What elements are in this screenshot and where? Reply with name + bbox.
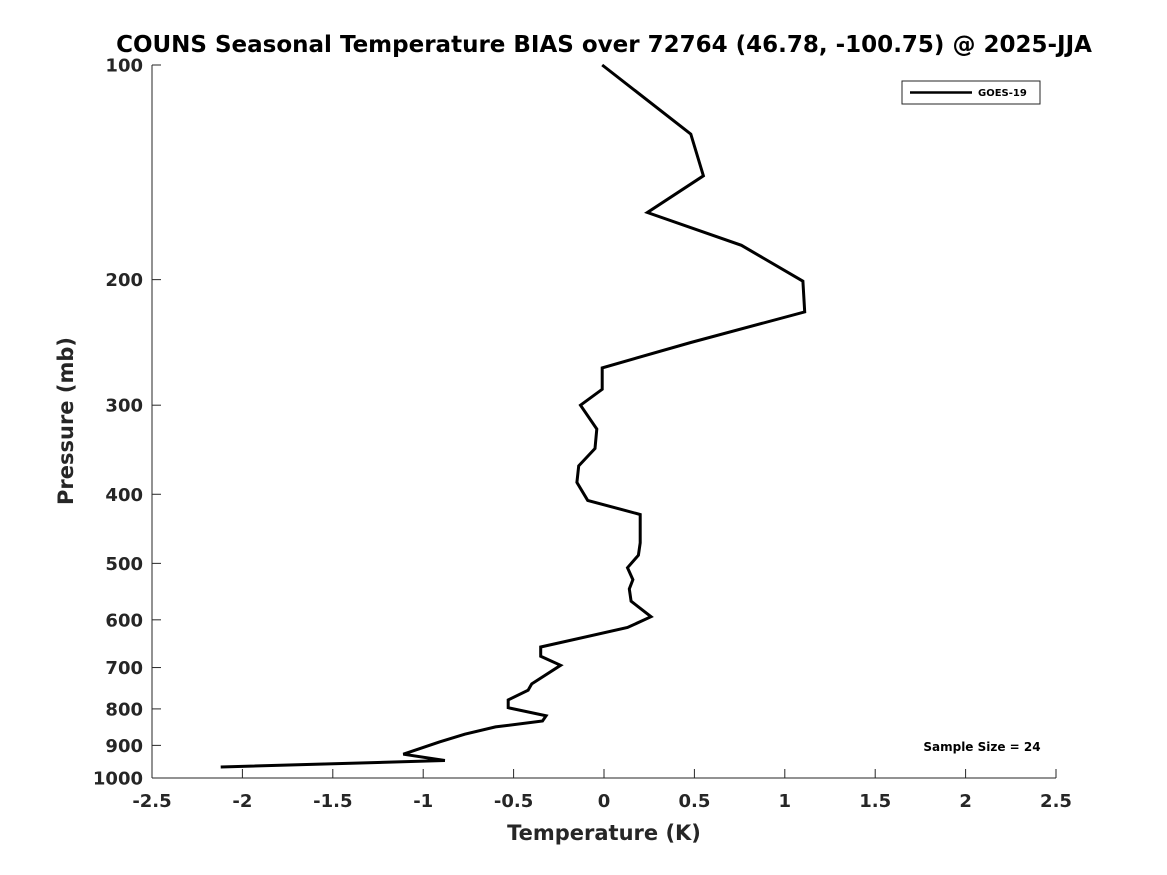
x-tick-label: 1 [779,791,792,812]
y-tick-label: 200 [105,270,143,291]
y-tick-label: 1000 [93,769,143,790]
x-ticks: -2.5 -2 -1.5 -1 -0.5 0 0.5 1 1.5 2 2.5 [132,769,1072,812]
x-tick-label: -0.5 [494,791,533,812]
x-tick-label: 2 [959,791,972,812]
y-tick-label: 900 [105,736,143,757]
x-tick-label: 1.5 [859,791,891,812]
x-tick-label: -1.5 [313,791,352,812]
y-tick-label: 500 [105,554,143,575]
y-tick-label: 600 [105,610,143,631]
x-tick-label: -2.5 [132,791,171,812]
series-line-goes-19 [220,63,807,769]
y-tick-label: 300 [105,396,143,417]
x-axis-label: Temperature (K) [507,821,701,845]
x-tick-label: -2 [232,791,252,812]
legend: GOES-19 [901,80,1041,105]
chart-title: COUNS Seasonal Temperature BIAS over 727… [116,32,1092,58]
x-tick-label: 0.5 [678,791,710,812]
y-tick-label: 400 [105,485,143,506]
y-tick-label: 800 [105,699,143,720]
series-layer [220,63,807,769]
x-tick-label: 2.5 [1040,791,1072,812]
y-tick-label: 700 [105,658,143,679]
x-tick-label: -1 [413,791,433,812]
legend-entry-goes-19: GOES-19 [978,88,1027,99]
x-tick-label: 0 [598,791,611,812]
y-axis-label: Pressure (mb) [54,337,78,505]
y-tick-label: 100 [105,56,143,77]
y-ticks: 100 200 300 400 500 600 700 800 900 1000 [93,56,161,790]
sample-size-annotation: Sample Size = 24 [923,740,1040,754]
